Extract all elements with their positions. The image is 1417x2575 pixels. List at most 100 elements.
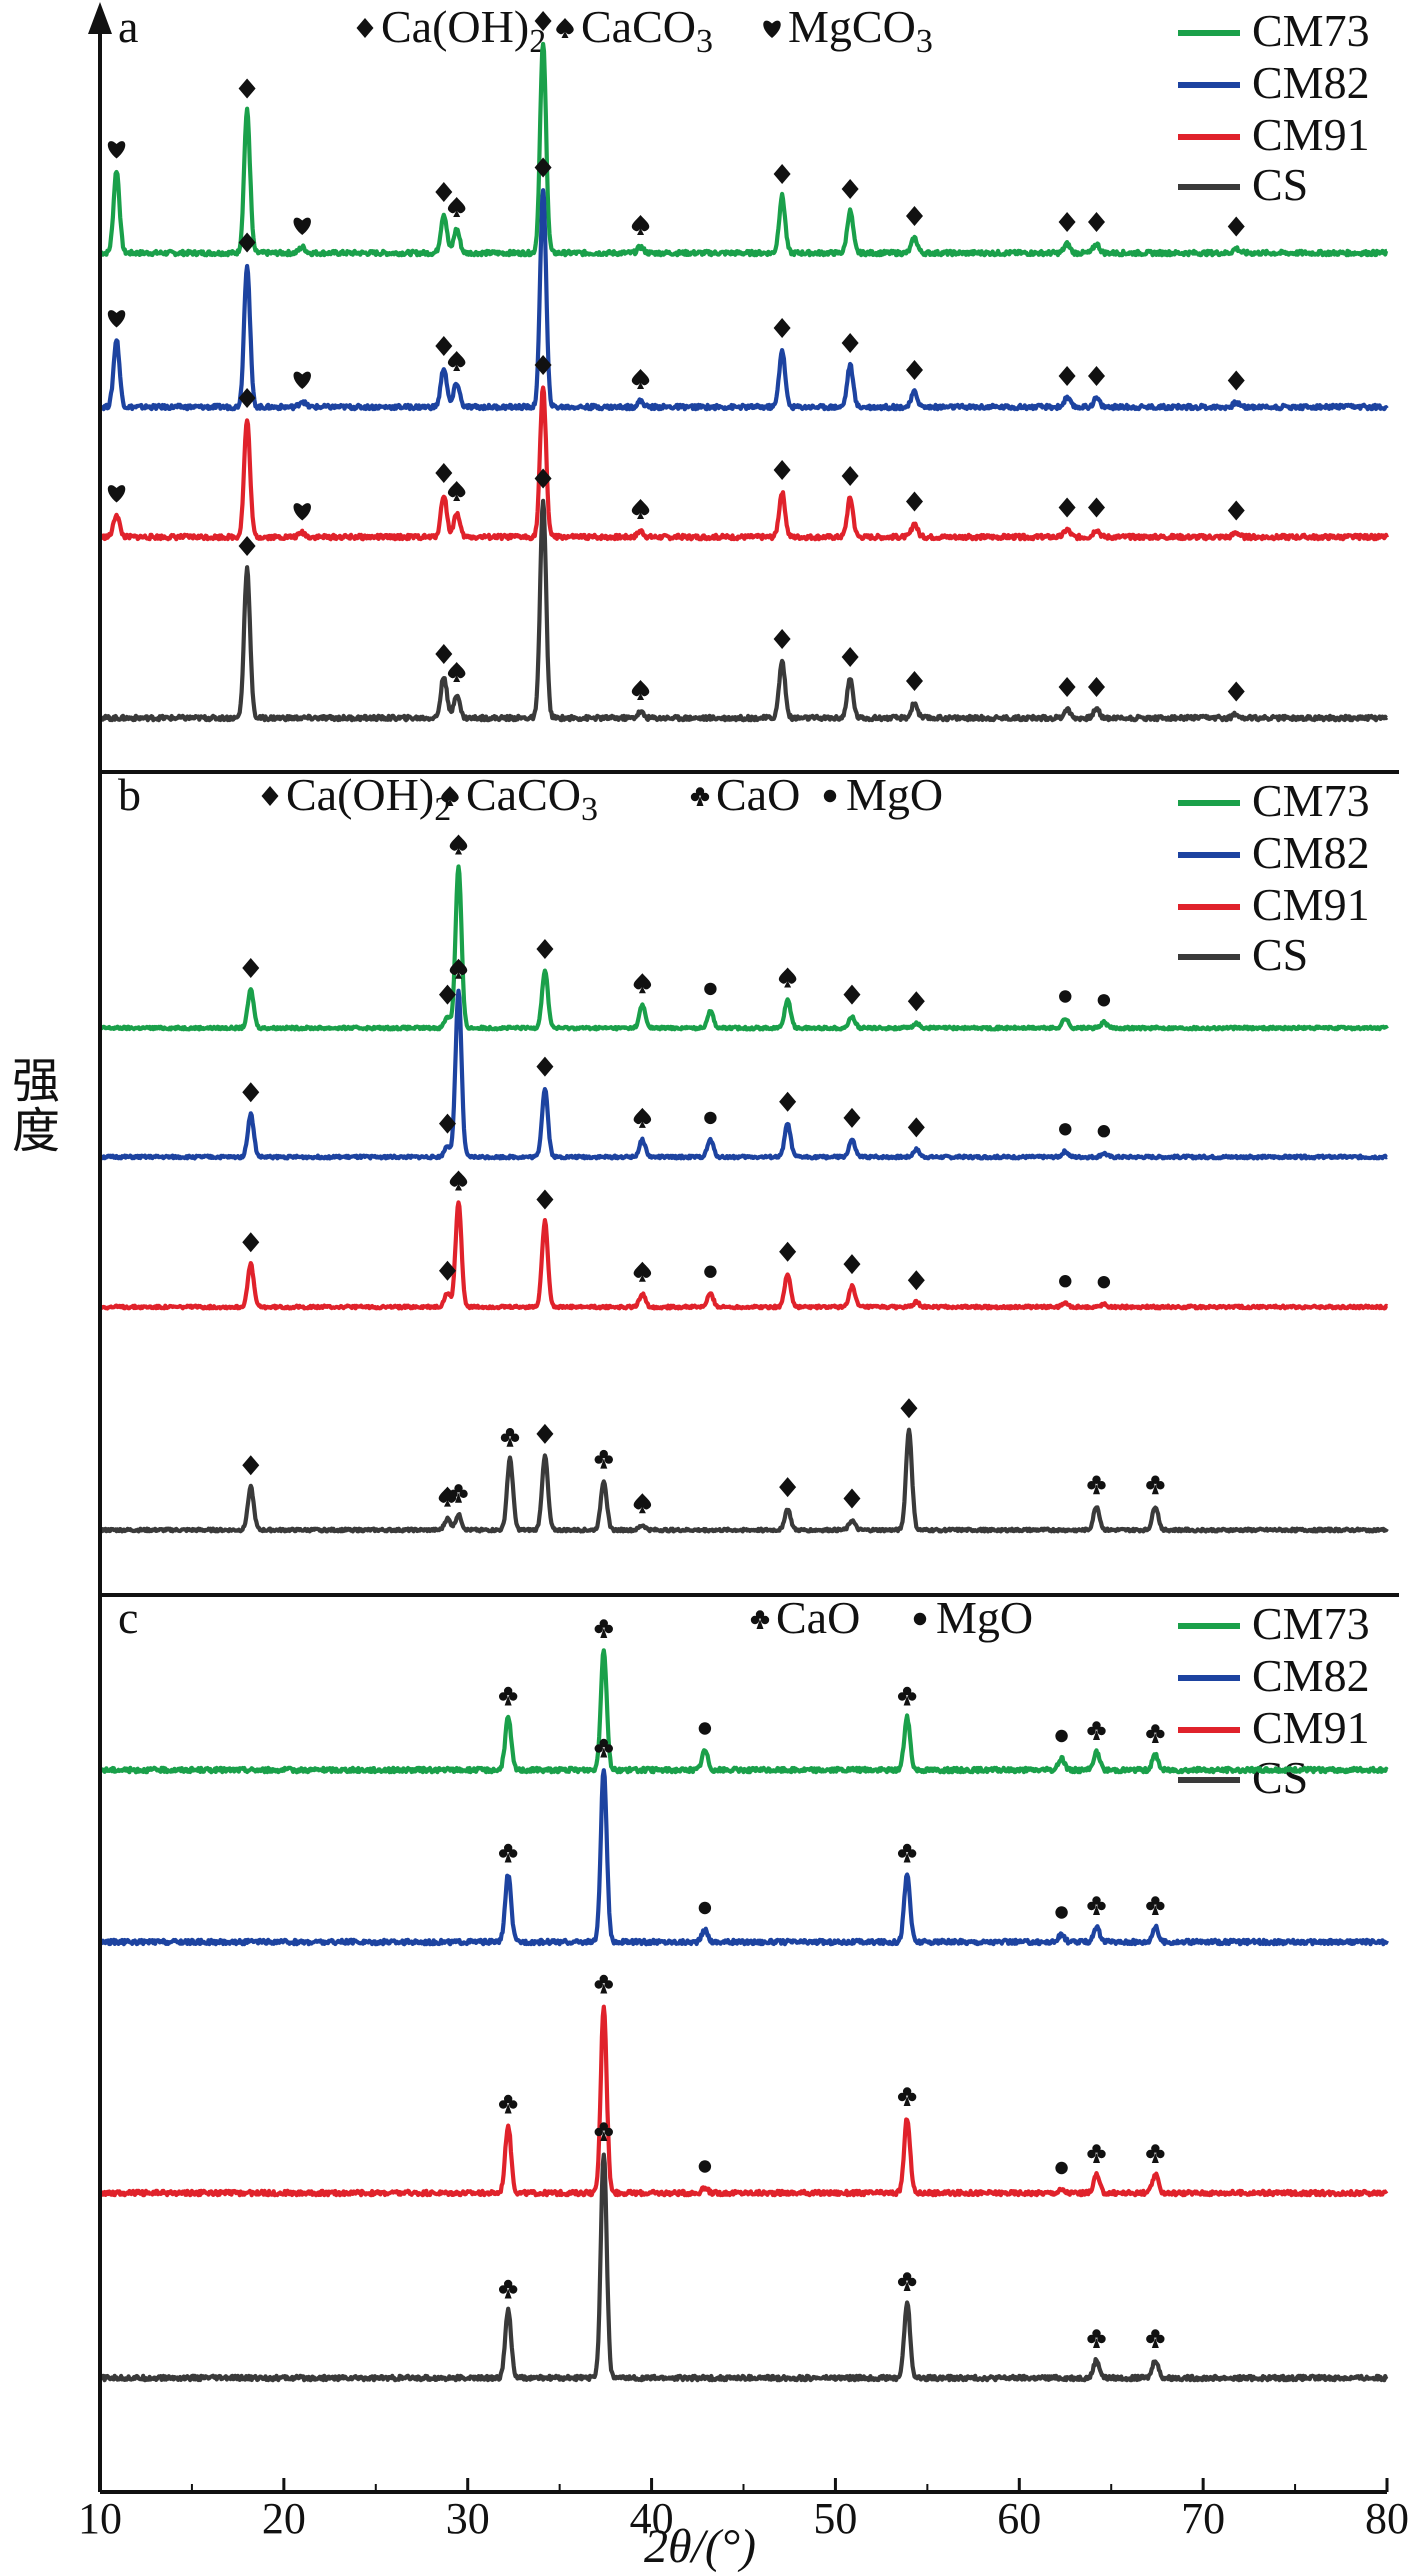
x-tick-label: 10 xyxy=(78,2494,122,2543)
peak-marker-diamond-icon xyxy=(242,1082,260,1103)
marker-legend: CaO MgO xyxy=(750,1592,1033,1643)
peak-marker-diamond-icon xyxy=(907,991,925,1012)
peak-marker-club-icon xyxy=(1087,2329,1106,2348)
x-tick-label: 20 xyxy=(262,2494,306,2543)
x-tick-label: 30 xyxy=(446,2494,490,2543)
legend-label-CM73: CM73 xyxy=(1252,5,1370,56)
series-line-CM73 xyxy=(98,1648,1389,1775)
peak-marker-dot-icon xyxy=(1055,1906,1068,1919)
peak-marker-dot-icon xyxy=(1097,994,1111,1007)
series-line-CS xyxy=(99,1427,1389,1534)
peak-marker-diamond-icon xyxy=(1088,212,1106,232)
peak-marker-diamond-icon xyxy=(534,468,552,489)
peak-marker-diamond-icon xyxy=(905,671,923,691)
peak-marker-diamond-icon xyxy=(435,182,453,202)
legend-label-CS: CS xyxy=(1252,929,1308,980)
peak-marker-dot-icon xyxy=(704,1265,717,1278)
peak-marker-club-icon xyxy=(594,1738,613,1758)
legend-label-CM73: CM73 xyxy=(1252,1598,1370,1649)
peak-marker-diamond-icon xyxy=(779,1091,797,1112)
peak-marker-spade-icon xyxy=(447,351,466,371)
peak-marker-dot-icon xyxy=(1059,1123,1072,1136)
peak-marker-diamond-icon xyxy=(534,11,552,31)
marker-legend-club-icon xyxy=(690,787,710,806)
peak-marker-club-icon xyxy=(1087,1721,1106,1740)
peak-marker-spade-icon xyxy=(631,369,650,389)
marker-legend-club-icon xyxy=(750,1610,770,1629)
x-tick-label: 50 xyxy=(813,2494,857,2543)
peak-marker-diamond-icon xyxy=(907,1117,925,1138)
peak-marker-diamond-icon xyxy=(1227,681,1245,702)
peak-marker-dot-icon xyxy=(1059,990,1072,1003)
marker-legend-dot-icon xyxy=(823,789,837,803)
peak-marker-diamond-icon xyxy=(843,1488,861,1509)
legend-label-CM73: CM73 xyxy=(1252,775,1370,826)
peak-marker-diamond-icon xyxy=(238,536,256,556)
peak-marker-heart-icon xyxy=(107,141,126,159)
peak-marker-dot-icon xyxy=(1055,2161,1068,2175)
peak-marker-diamond-icon xyxy=(779,1241,797,1262)
peak-marker-dot-icon xyxy=(1055,1729,1068,1743)
peak-marker-heart-icon xyxy=(293,371,311,389)
marker-legend-label: MgCO3 xyxy=(788,1,933,60)
peak-marker-club-icon xyxy=(449,1484,468,1503)
peak-marker-dot-icon xyxy=(1097,1275,1111,1289)
series-line-CM91 xyxy=(99,385,1389,542)
peak-marker-club-icon xyxy=(594,1449,613,1469)
peak-marker-diamond-icon xyxy=(435,336,453,356)
peak-marker-diamond-icon xyxy=(1058,677,1076,697)
peak-marker-club-icon xyxy=(498,2094,518,2114)
peak-marker-diamond-icon xyxy=(1227,500,1245,521)
peak-marker-club-icon xyxy=(594,1974,613,1994)
peak-marker-diamond-icon xyxy=(843,984,861,1005)
peak-marker-dot-icon xyxy=(704,982,717,996)
peak-marker-spade-icon xyxy=(449,1170,468,1191)
marker-legend-spade-icon xyxy=(441,786,459,806)
marker-legend-diamond-icon xyxy=(356,18,374,38)
peak-marker-diamond-icon xyxy=(238,232,256,253)
peak-marker-diamond-icon xyxy=(536,1423,554,1444)
axes-group: 10 20 30 40 50 60 70 80 xyxy=(78,2,1409,2543)
peak-marker-diamond-icon xyxy=(841,466,859,486)
peak-marker-diamond-icon xyxy=(1088,497,1106,518)
series-line-CM82 xyxy=(99,1768,1389,1947)
x-axis-label: 2θ/(°) xyxy=(644,2520,756,2573)
x-tick-label: 60 xyxy=(997,2494,1041,2543)
peak-marker-diamond-icon xyxy=(536,939,554,959)
peak-marker-spade-icon xyxy=(447,197,466,217)
peak-marker-diamond-icon xyxy=(238,78,256,99)
peak-marker-dot-icon xyxy=(704,1111,717,1125)
marker-legend-label: CaO xyxy=(776,1592,860,1643)
peak-marker-club-icon xyxy=(594,2122,613,2141)
series-line-CM73 xyxy=(99,41,1389,258)
peak-marker-heart-icon xyxy=(107,485,126,503)
peak-marker-club-icon xyxy=(1087,1475,1106,1495)
legend-label-CS: CS xyxy=(1252,159,1308,210)
peak-marker-club-icon xyxy=(897,2272,917,2291)
peak-marker-diamond-icon xyxy=(1227,370,1245,391)
peak-marker-club-icon xyxy=(897,2087,917,2106)
peak-marker-club-icon xyxy=(897,1686,917,1706)
peak-marker-club-icon xyxy=(498,2279,518,2299)
peak-marker-diamond-icon xyxy=(1227,216,1245,237)
peak-marker-club-icon xyxy=(1146,1896,1165,1915)
peak-marker-diamond-icon xyxy=(779,1477,797,1498)
peak-marker-diamond-icon xyxy=(438,1260,456,1281)
legend-label-CM91: CM91 xyxy=(1252,879,1370,930)
marker-legend: Ca(OH)2 CaCO3 MgCO3 xyxy=(356,1,933,60)
peak-marker-heart-icon xyxy=(107,310,126,328)
peak-marker-diamond-icon xyxy=(534,157,552,178)
x-tick-label: 80 xyxy=(1365,2494,1409,2543)
legend-label-CM91: CM91 xyxy=(1252,109,1370,160)
peak-marker-club-icon xyxy=(1146,2144,1165,2163)
peak-marker-heart-icon xyxy=(293,217,311,235)
marker-legend-dot-icon xyxy=(913,1612,927,1626)
peak-marker-dot-icon xyxy=(698,1722,712,1735)
panel-label: a xyxy=(118,1,138,52)
peak-marker-diamond-icon xyxy=(841,647,859,667)
legend-label-CS: CS xyxy=(1252,1752,1308,1803)
peak-marker-club-icon xyxy=(897,1843,917,1863)
